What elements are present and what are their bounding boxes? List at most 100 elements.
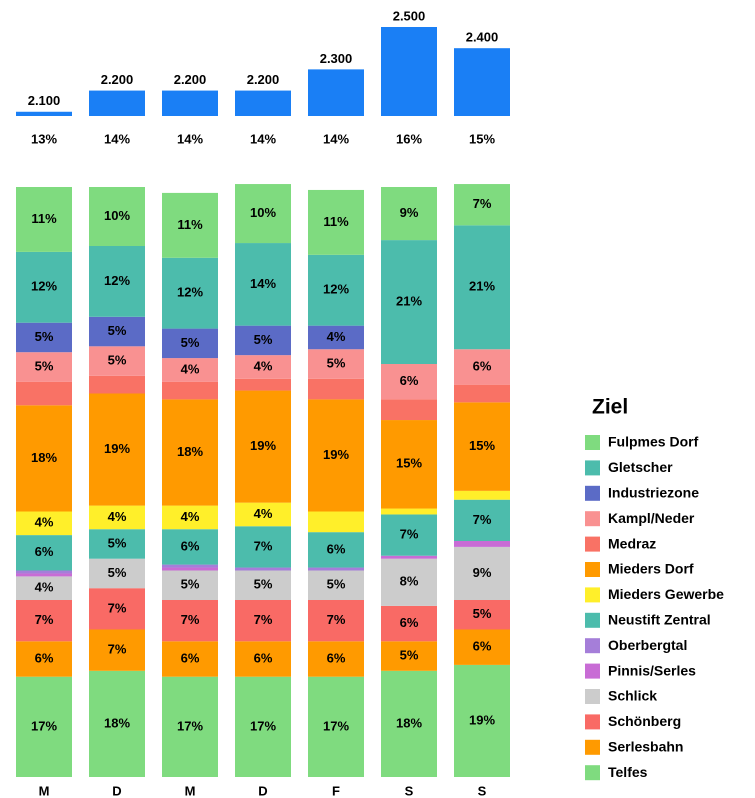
segment <box>454 664 510 777</box>
segment <box>162 358 218 382</box>
segment-label: 4% <box>254 358 273 373</box>
x-tick-label: D <box>112 783 121 798</box>
segment <box>89 187 145 246</box>
segment-label: 7% <box>473 196 492 211</box>
legend-swatch <box>585 714 600 730</box>
segment <box>16 187 72 252</box>
segment-label: 15% <box>396 456 422 471</box>
legend-swatch <box>585 435 600 450</box>
segment <box>89 246 145 317</box>
segment <box>16 405 72 512</box>
segment-label: 5% <box>181 577 200 592</box>
legend-title: Ziel <box>592 396 628 419</box>
share-label: 15% <box>469 131 495 146</box>
segment <box>162 381 218 400</box>
segment-label: 5% <box>473 606 492 621</box>
segment <box>16 381 72 406</box>
segment <box>16 535 72 571</box>
segment <box>16 573 72 577</box>
segment-label: 6% <box>400 373 419 388</box>
segment <box>381 641 437 671</box>
segment-label: 4% <box>108 509 127 524</box>
segment <box>16 322 72 353</box>
segment <box>454 402 510 491</box>
x-tick-label: D <box>258 783 267 798</box>
segment-label: 6% <box>181 650 200 665</box>
legend-swatch <box>585 638 600 654</box>
segment-label: 21% <box>469 279 495 294</box>
segment <box>235 570 291 600</box>
segment-label: 11% <box>31 211 57 226</box>
segment <box>454 541 510 547</box>
segment-label: 18% <box>396 715 422 730</box>
segment <box>235 355 291 379</box>
segment <box>162 641 218 677</box>
segment <box>162 570 218 600</box>
segment <box>381 514 437 556</box>
segment <box>16 641 72 677</box>
segment <box>235 502 291 527</box>
segment <box>162 399 218 506</box>
segment <box>89 346 145 376</box>
segment <box>308 570 364 600</box>
segment <box>235 378 291 391</box>
segment <box>308 399 364 512</box>
segment <box>454 600 510 630</box>
segment-label: 18% <box>104 715 130 730</box>
segment <box>89 375 145 394</box>
segment-label: 17% <box>31 718 57 733</box>
segment-label: 18% <box>177 444 203 459</box>
segment <box>454 490 510 500</box>
segment-label: 5% <box>254 577 273 592</box>
legend-swatch <box>585 739 600 755</box>
segment <box>162 328 218 359</box>
segment <box>89 629 145 671</box>
segment <box>89 588 145 630</box>
segment <box>454 629 510 665</box>
segment-label: 9% <box>473 565 492 580</box>
segment <box>89 670 145 777</box>
segment <box>454 546 510 600</box>
segment <box>89 558 145 589</box>
legend-label: Gletscher <box>608 459 673 475</box>
legend-label: Telfes <box>608 764 648 780</box>
legend-label: Fulpmes Dorf <box>608 434 699 450</box>
segment-label: 4% <box>254 506 273 521</box>
segment-label: 15% <box>469 438 495 453</box>
segment <box>162 192 218 258</box>
segment <box>308 532 364 568</box>
segment <box>454 499 510 541</box>
legend-label: Pinnis/Serles <box>608 662 696 678</box>
segment <box>16 251 72 323</box>
value-label: 2.300 <box>320 51 353 66</box>
bar <box>454 48 510 116</box>
segment <box>308 325 364 350</box>
segment <box>89 393 145 506</box>
bar <box>381 27 437 116</box>
segment <box>381 605 437 642</box>
segment <box>235 641 291 677</box>
segment-label: 7% <box>327 612 346 627</box>
bar <box>235 90 291 116</box>
value-label: 2.200 <box>101 72 134 87</box>
x-tick-label: F <box>332 783 340 798</box>
segment <box>381 399 437 421</box>
segment-label: 10% <box>104 208 130 223</box>
segment <box>308 600 364 642</box>
segment-label: 4% <box>327 329 346 344</box>
segment-label: 5% <box>327 355 346 370</box>
legend-label: Medraz <box>608 535 656 551</box>
segment <box>454 349 510 385</box>
segment <box>16 570 72 574</box>
segment-label: 10% <box>250 205 276 220</box>
value-label: 2.200 <box>247 72 280 87</box>
segment-label: 7% <box>181 612 200 627</box>
segment-label: 5% <box>400 647 419 662</box>
x-tick-label: M <box>185 783 196 798</box>
legend-swatch <box>585 562 600 577</box>
segment-label: 7% <box>473 512 492 527</box>
segment-label: 5% <box>108 352 127 367</box>
segment-label: 6% <box>327 541 346 556</box>
legend-swatch <box>585 587 600 603</box>
share-label: 14% <box>250 131 276 146</box>
